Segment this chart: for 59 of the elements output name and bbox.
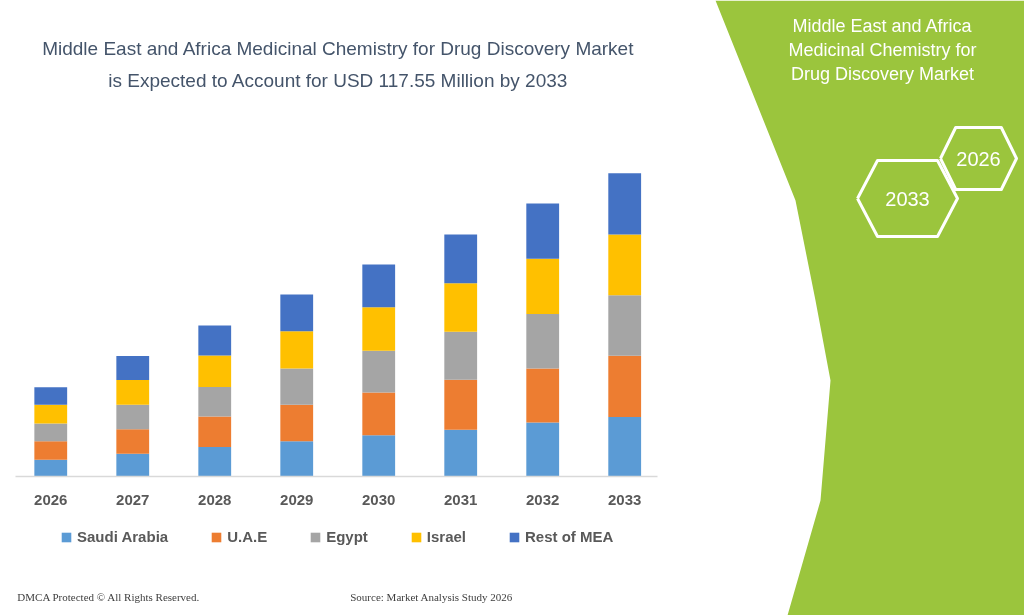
x-tick-label: 2027 (116, 490, 150, 508)
x-tick-label: 2029 (280, 490, 314, 508)
bar (526, 422, 560, 477)
bar (116, 453, 150, 477)
bar (198, 447, 232, 477)
bar (34, 423, 68, 442)
bar (362, 392, 396, 436)
x-tick-label: 2026 (34, 490, 68, 508)
bar (362, 307, 396, 351)
bar (280, 441, 314, 477)
text: 2033 (885, 187, 930, 210)
legend-label: Saudi Arabia (77, 528, 169, 545)
bar (280, 404, 314, 442)
bar (198, 355, 232, 388)
bar (526, 258, 560, 314)
x-tick-label: 2028 (198, 490, 232, 508)
chart-title: Middle East and Africa Medicinal Chemistry for Drug Discovery Market is Expected to Account for USD 117.55 Million by 2033 (42, 37, 635, 92)
bar (608, 173, 642, 235)
bar (280, 294, 314, 332)
bar (116, 380, 150, 405)
text: Middle East and Africa Medicinal Chemistry for Drug Discovery Market (788, 15, 977, 84)
bar (608, 295, 642, 356)
bar (116, 356, 150, 381)
bar (116, 429, 150, 454)
bar (198, 387, 232, 417)
x-tick-label: 2031 (444, 490, 478, 508)
bar (362, 350, 396, 393)
x-tick-label: 2033 (608, 490, 642, 508)
bar (526, 368, 560, 423)
legend-label: U.A.E (227, 528, 268, 545)
x-tick-label: 2032 (526, 490, 560, 508)
bar (34, 404, 68, 424)
bar (608, 355, 642, 418)
bar (444, 379, 478, 430)
bar (444, 234, 478, 284)
text: 2026 (956, 147, 1001, 170)
bar (444, 429, 478, 477)
bar (608, 417, 642, 477)
bar (444, 331, 478, 380)
bar (362, 264, 396, 308)
bar (526, 313, 560, 369)
bar (280, 368, 314, 405)
bar (608, 234, 642, 296)
x-tick-label: 2030 (362, 490, 396, 508)
legend-label: Egypt (326, 528, 368, 545)
bar (116, 404, 150, 430)
legend-label: Israel (426, 528, 467, 545)
bar (444, 283, 478, 332)
bar (34, 459, 68, 477)
source-note: Source: Market Analysis Study 2026 (350, 590, 513, 603)
bar (34, 441, 68, 460)
legend-label: Rest of MEA (525, 528, 614, 545)
bar (34, 387, 68, 405)
bar (280, 331, 314, 369)
bar (198, 325, 232, 356)
text: DMCA Protected © All Rights Reserved. (17, 590, 200, 603)
bar (198, 416, 232, 448)
bar (362, 435, 396, 477)
bar (526, 203, 560, 259)
